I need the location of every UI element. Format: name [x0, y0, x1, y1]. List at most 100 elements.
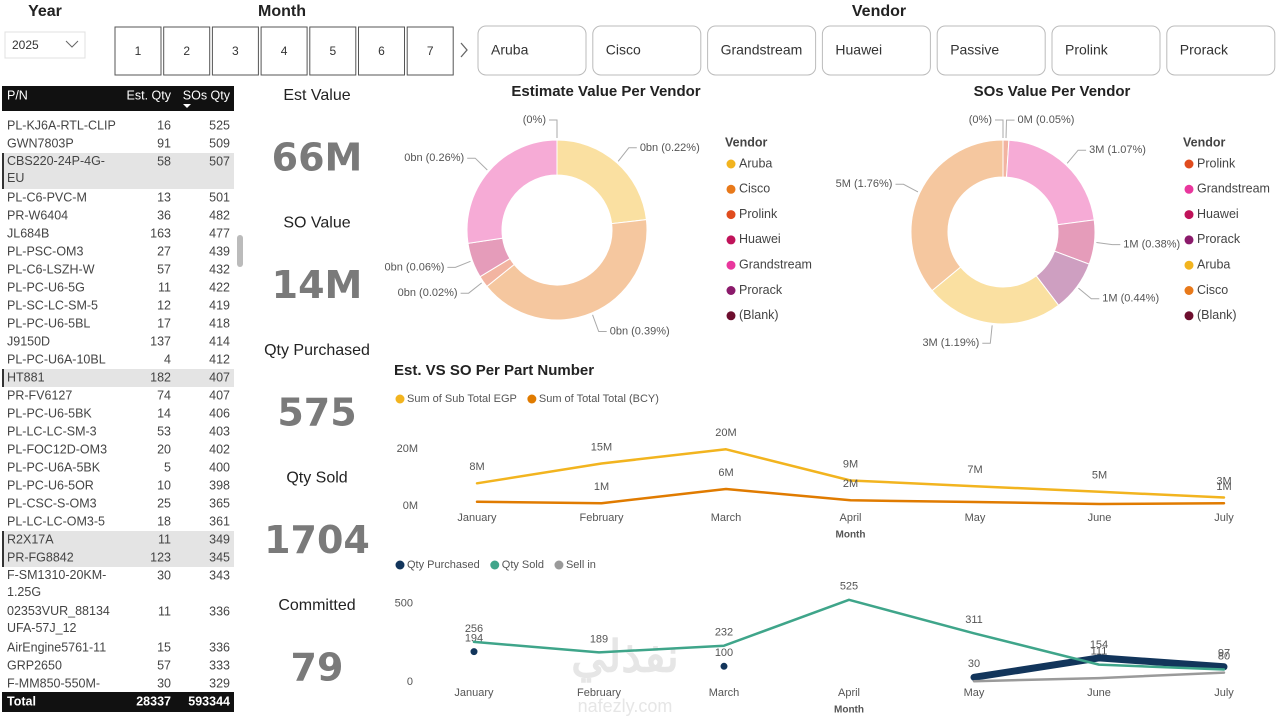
num-cell: 345 [209, 550, 230, 564]
legend-label: Cisco [1197, 283, 1228, 297]
num-cell: 58 [157, 154, 171, 168]
card-value: 66M [272, 136, 363, 180]
month-button[interactable] [211, 26, 259, 76]
legend-dot [527, 394, 537, 404]
slice-label: 0M (0.05%) [1018, 114, 1075, 126]
vendor-button[interactable] [707, 25, 817, 76]
pn-cell: 02353VUR_88134 UFA-57J_12 [7, 604, 110, 635]
x-axis-title: Month [834, 705, 864, 716]
legend-dot [726, 260, 736, 270]
chart-title: Estimate Value Per Vendor [511, 83, 700, 100]
data-label: 1M [594, 481, 609, 493]
pn-cell: PL-PC-U6-5BL [7, 316, 90, 330]
num-cell: 439 [209, 244, 230, 258]
card-title: SO Value [283, 215, 350, 232]
slice-label: 0bn (0.39%) [610, 325, 670, 337]
leader-line [460, 282, 483, 294]
column-header: Est. Qty [127, 88, 172, 102]
num-cell: 10 [157, 478, 171, 492]
num-cell: 365 [209, 496, 230, 510]
table-header-bg [2, 86, 234, 111]
vendor-label: Grandstream [721, 42, 803, 58]
legend-label: Sell in [566, 559, 596, 571]
series-line [475, 448, 1226, 499]
legend-dot [726, 210, 736, 220]
num-cell: 414 [209, 334, 230, 348]
month-button[interactable] [260, 26, 308, 76]
num-cell: 4 [164, 352, 171, 366]
num-cell: 501 [209, 190, 230, 204]
vendor-button[interactable] [1166, 25, 1276, 76]
leader-line [1096, 242, 1121, 246]
data-label: 525 [840, 581, 858, 593]
pn-cell: HT881 [7, 370, 45, 384]
num-cell: 5 [164, 460, 171, 474]
data-label: 256 [465, 623, 483, 635]
y-tick-label: 500 [395, 598, 413, 610]
month-button[interactable] [163, 26, 211, 76]
num-cell: 507 [209, 154, 230, 168]
num-cell: 14 [157, 406, 171, 420]
month-button[interactable] [358, 26, 405, 76]
num-cell: 407 [209, 388, 230, 402]
row-highlight [2, 531, 234, 549]
num-cell: 402 [209, 442, 230, 456]
num-cell: 30 [157, 568, 171, 582]
pn-cell: PL-FOC12D-OM3 [7, 442, 107, 456]
pn-cell: PL-PC-U6A-5BK [7, 460, 101, 474]
slice-label: 3M (1.19%) [922, 337, 979, 349]
legend-label: Huawei [739, 232, 781, 246]
card-title: Est Value [283, 87, 350, 104]
vendor-label: Cisco [606, 42, 641, 58]
month-button[interactable] [114, 26, 162, 76]
vendor-button[interactable] [936, 25, 1046, 76]
data-label: 1M [1216, 481, 1231, 493]
legend-dot [1184, 260, 1194, 270]
num-cell: 53 [157, 424, 171, 438]
legend-dot [726, 159, 736, 169]
chart-title: Est. VS SO Per Part Number [394, 362, 594, 379]
num-cell: 336 [209, 640, 230, 654]
pn-cell: PL-PSC-OM3 [7, 244, 83, 258]
month-button[interactable] [309, 26, 357, 76]
vendor-button[interactable] [477, 25, 587, 76]
num-cell: 349 [209, 532, 230, 546]
legend-label: Aruba [1197, 257, 1230, 271]
pn-cell: AirEngine5761-11 [7, 640, 106, 654]
row-highlight [2, 153, 234, 189]
num-cell: 57 [157, 658, 171, 672]
slice-label: 1M (0.44%) [1102, 293, 1159, 305]
legend-label: Grandstream [739, 257, 812, 271]
vendor-label: Prolink [1065, 42, 1109, 58]
vendor-button[interactable] [592, 25, 702, 76]
vendor-button[interactable] [821, 25, 931, 76]
donut-slice [910, 139, 1004, 292]
month-label: 7 [427, 44, 434, 58]
x-axis-title: Month [836, 530, 866, 541]
slice-label: 0bn (0.26%) [404, 152, 464, 164]
pn-cell: J9150D [7, 334, 50, 348]
num-cell: 403 [209, 424, 230, 438]
pn-cell: CBS220-24P-4G-EU [7, 154, 105, 185]
pn-cell: R2X17A [7, 532, 54, 546]
year-dropdown[interactable] [4, 31, 86, 59]
vendor-button[interactable] [1051, 25, 1161, 76]
legend-dot [726, 184, 736, 194]
pn-cell: GRP2650 [7, 658, 62, 672]
legend-dot [1184, 286, 1194, 295]
num-cell: 163 [150, 226, 171, 240]
leader-line [617, 147, 637, 162]
data-label: 8M [469, 461, 484, 473]
num-cell: 407 [209, 370, 230, 384]
x-tick-label: March [711, 512, 742, 524]
x-tick-label: February [577, 687, 622, 699]
data-label: 80 [1218, 650, 1230, 662]
month-button[interactable] [406, 26, 454, 76]
num-cell: 36 [157, 208, 171, 222]
legend-label: Prolink [1197, 156, 1236, 170]
num-cell: 182 [150, 370, 171, 384]
legend-dot [490, 560, 500, 570]
pn-cell: PL-C6-LSZH-W [7, 262, 95, 276]
pn-cell: PL-LC-LC-SM-3 [7, 424, 97, 438]
